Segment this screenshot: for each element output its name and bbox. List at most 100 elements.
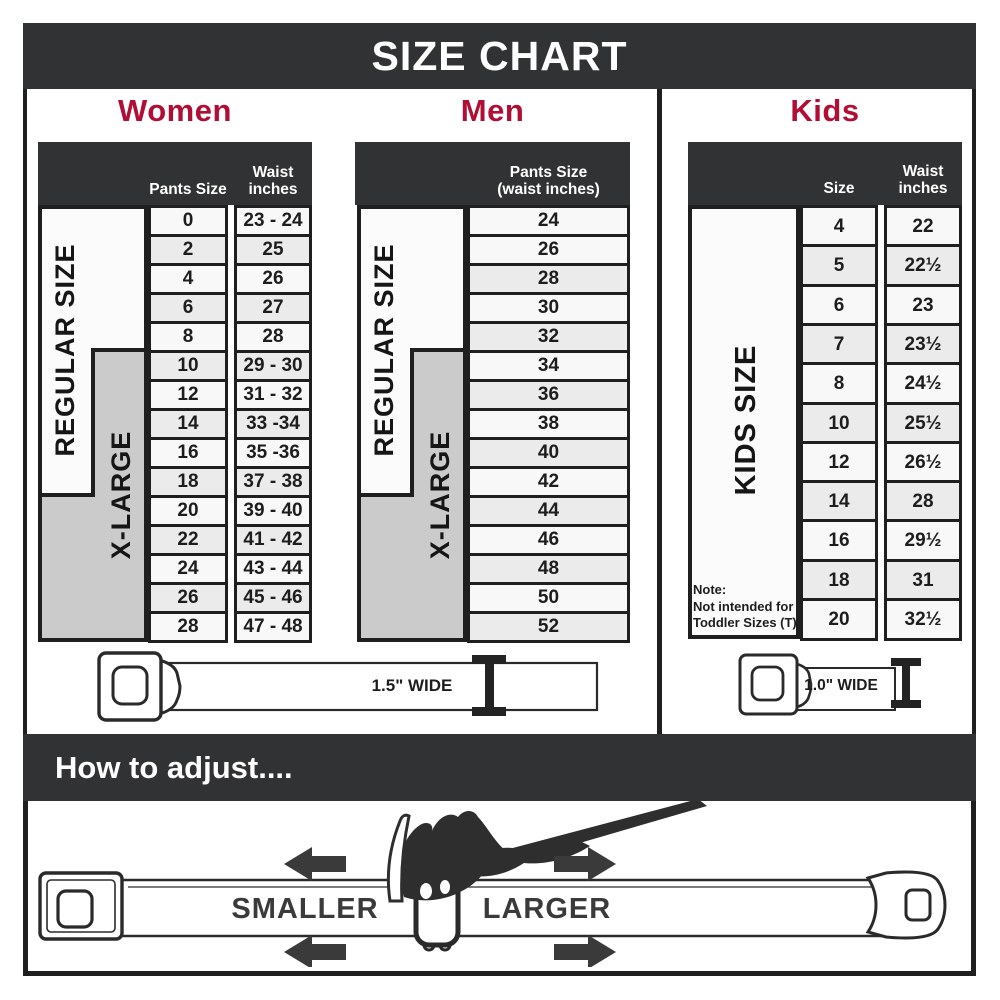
kids-belt-illustration <box>738 653 921 716</box>
women-pants-size-header: Pants Size <box>149 181 227 198</box>
women-size-cell: 2 <box>148 234 228 266</box>
kids-size-cell: 20 <box>800 598 878 641</box>
page-title: SIZE CHART <box>23 23 976 89</box>
women-waist-cell: 41 - 42 <box>234 524 312 556</box>
women-table-header: Pants Size Waist inches <box>38 142 312 205</box>
smaller-label: SMALLER <box>231 893 379 925</box>
women-waist-cell: 39 - 40 <box>234 495 312 527</box>
women-size-cell: 4 <box>148 263 228 295</box>
women-waist-cell: 31 - 32 <box>234 379 312 411</box>
larger-arrow-bottom <box>554 935 616 967</box>
men-title: Men <box>460 93 525 128</box>
women-size-cell: 14 <box>148 408 228 440</box>
kids-size-cell: 8 <box>800 362 878 405</box>
men-xlarge-label: X-LARGE <box>425 430 455 560</box>
kids-size-cell: 12 <box>800 441 878 484</box>
buckle-graphic <box>38 871 124 941</box>
kids-size-cell: 7 <box>800 323 878 366</box>
belt-tip-graphic <box>865 870 947 940</box>
kids-belt-width-label: 1.0" WIDE <box>804 677 878 694</box>
women-size-cell: 10 <box>148 350 228 382</box>
women-waist-cell: 27 <box>234 292 312 324</box>
men-table-rows: 24 26 28 30 32 34 36 38 40 42 44 46 48 50 52 <box>467 205 630 645</box>
men-table-header: Pants Size (waist inches) <box>355 142 630 205</box>
men-size-cell: 24 <box>467 205 630 237</box>
kids-waist-cell: 23 <box>884 284 962 327</box>
men-size-cell: 38 <box>467 408 630 440</box>
women-waist-cell: 43 - 44 <box>234 553 312 585</box>
men-size-cell: 46 <box>467 524 630 556</box>
men-size-band-graphic <box>357 205 467 642</box>
men-size-cell: 50 <box>467 582 630 614</box>
adjust-illustration-panel <box>23 801 976 976</box>
kids-waist-header: Waist inches <box>898 163 948 197</box>
women-size-cell: 16 <box>148 437 228 469</box>
kids-waist-cell: 22½ <box>884 244 962 287</box>
kids-waist-cell: 25½ <box>884 402 962 445</box>
kids-table-header: Size Waist inches <box>688 142 962 205</box>
smaller-arrow-bottom <box>284 935 346 967</box>
kids-waist-cell: 24½ <box>884 362 962 405</box>
women-waist-cell: 28 <box>234 321 312 353</box>
men-size-cell: 36 <box>467 379 630 411</box>
women-waist-header: Waist inches <box>248 164 298 198</box>
women-waist-cell: 33 -34 <box>234 408 312 440</box>
kids-waist-cell: 26½ <box>884 441 962 484</box>
kids-size-cell: 18 <box>800 559 878 602</box>
women-waist-cell: 25 <box>234 234 312 266</box>
women-title: Women <box>118 93 232 128</box>
women-size-cell: 28 <box>148 611 228 643</box>
kids-size-cell: 4 <box>800 205 878 248</box>
women-waist-cell: 47 - 48 <box>234 611 312 643</box>
men-size-cell: 42 <box>467 466 630 498</box>
women-size-cell: 26 <box>148 582 228 614</box>
women-size-cell: 6 <box>148 292 228 324</box>
kids-size-band-graphic <box>688 205 800 639</box>
women-size-cell: 20 <box>148 495 228 527</box>
kids-size-header: Size <box>823 180 855 197</box>
men-size-cell: 32 <box>467 321 630 353</box>
women-size-cell: 24 <box>148 553 228 585</box>
larger-arrow-top <box>554 847 616 881</box>
kids-waist-cell: 31 <box>884 559 962 602</box>
women-waist-cell: 29 - 30 <box>234 350 312 382</box>
men-pants-size-header: Pants Size (waist inches) <box>497 164 600 198</box>
women-waist-cell: 23 - 24 <box>234 205 312 237</box>
kids-waist-cell: 28 <box>884 480 962 523</box>
kids-size-cell: 14 <box>800 480 878 523</box>
kids-table-rows: 4 22 5 22½ 6 23 7 23½ 8 24½ 10 25½ 12 26½ 14 28 16 29½ 18 3… <box>800 205 962 645</box>
kids-size-cell: 10 <box>800 402 878 445</box>
hand-graphic <box>386 801 707 903</box>
men-regular-size-label: REGULAR SIZE <box>369 243 399 457</box>
kids-size-cell: 16 <box>800 519 878 562</box>
kids-waist-cell: 29½ <box>884 519 962 562</box>
women-size-cell: 8 <box>148 321 228 353</box>
men-size-cell: 34 <box>467 350 630 382</box>
women-size-cell: 18 <box>148 466 228 498</box>
adult-belt-width-label: 1.5" WIDE <box>371 676 453 695</box>
men-size-cell: 48 <box>467 553 630 585</box>
women-size-band-graphic <box>38 205 148 642</box>
women-xlarge-label: X-LARGE <box>106 430 136 560</box>
larger-label: LARGER <box>482 893 612 925</box>
adjust-belt-illustration <box>38 801 947 967</box>
kids-size-cell: 6 <box>800 284 878 327</box>
kids-size-cell: 5 <box>800 244 878 287</box>
kids-waist-cell: 22 <box>884 205 962 248</box>
women-waist-cell: 26 <box>234 263 312 295</box>
women-table-rows: 0 23 - 24 2 25 4 26 6 27 8 28 10 29 - 30 12 31 - 32 14… <box>148 205 312 645</box>
adult-belt-illustration <box>97 651 599 722</box>
women-waist-cell: 45 - 46 <box>234 582 312 614</box>
women-waist-cell: 37 - 38 <box>234 466 312 498</box>
men-size-cell: 28 <box>467 263 630 295</box>
kids-size-band-label: KIDS SIZE <box>730 344 762 496</box>
men-size-cell: 30 <box>467 292 630 324</box>
kids-waist-cell: 23½ <box>884 323 962 366</box>
men-size-cell: 26 <box>467 234 630 266</box>
men-size-cell: 52 <box>467 611 630 643</box>
section-divider <box>657 89 662 734</box>
kids-waist-cell: 32½ <box>884 598 962 641</box>
kids-title: Kids <box>790 93 860 128</box>
women-size-cell: 12 <box>148 379 228 411</box>
